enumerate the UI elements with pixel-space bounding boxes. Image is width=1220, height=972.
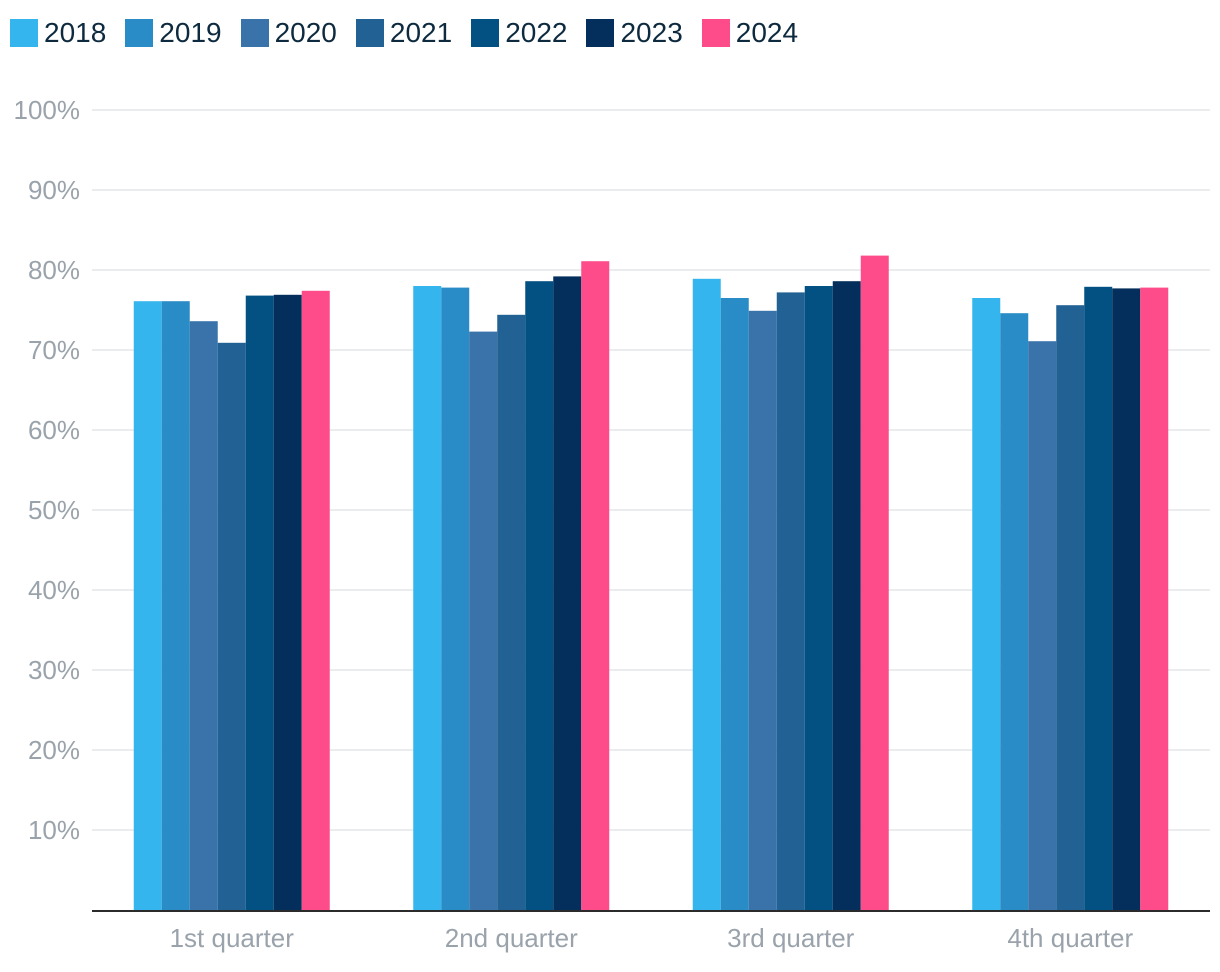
legend-item-2020[interactable]: 2020 <box>240 16 337 50</box>
y-tick-label: 50% <box>28 495 80 525</box>
legend-label: 2022 <box>505 17 568 48</box>
bar-2024-2[interactable] <box>581 261 610 910</box>
bar-2021-2[interactable] <box>497 314 526 910</box>
bar-2018-2[interactable] <box>413 286 442 910</box>
legend-item-2019[interactable]: 2019 <box>125 16 222 50</box>
bars <box>133 255 1169 911</box>
y-tick-label: 100% <box>14 95 81 125</box>
legend-item-2022[interactable]: 2022 <box>471 16 567 50</box>
legend-label: 2020 <box>274 17 337 48</box>
y-axis-ticks: 10% 20% 30% 40% 50% 60% 70% 80% 90% 100% <box>14 95 81 845</box>
bar-2021-1[interactable] <box>217 342 246 910</box>
bar-2019-2[interactable] <box>441 287 470 911</box>
legend-label: 2024 <box>735 17 799 48</box>
bar-2021-3[interactable] <box>776 292 805 910</box>
bar-2024-3[interactable] <box>860 255 889 911</box>
bar-2018-4[interactable] <box>972 298 1001 910</box>
y-tick-label: 40% <box>28 575 80 605</box>
bar-2022-3[interactable] <box>804 286 833 910</box>
bar-2019-4[interactable] <box>1000 313 1029 910</box>
legend-swatch <box>10 19 38 47</box>
bar-2024-4[interactable] <box>1140 287 1169 911</box>
y-tick-label: 70% <box>28 335 80 365</box>
bar-2020-3[interactable] <box>748 310 777 910</box>
bar-2023-4[interactable] <box>1112 288 1141 910</box>
bar-2019-3[interactable] <box>720 298 749 910</box>
x-tick-label: 1st quarter <box>170 923 295 953</box>
legend-swatch <box>471 19 500 47</box>
bar-2022-4[interactable] <box>1084 286 1113 910</box>
legend: 2018 2019 2020 2021 2022 2023 2024 <box>10 16 817 50</box>
bar-2018-3[interactable] <box>692 278 721 910</box>
y-tick-label: 30% <box>28 655 80 685</box>
legend-swatch <box>125 19 154 47</box>
bar-2024-1[interactable] <box>301 290 330 910</box>
legend-swatch <box>240 19 269 47</box>
legend-label: 2023 <box>620 17 683 48</box>
bar-2023-2[interactable] <box>553 276 582 910</box>
bar-2020-2[interactable] <box>469 331 498 911</box>
bar-2023-3[interactable] <box>832 281 861 910</box>
y-tick-label: 10% <box>28 815 80 845</box>
bar-2020-4[interactable] <box>1028 341 1057 910</box>
y-tick-label: 60% <box>28 415 80 445</box>
x-tick-label: 2nd quarter <box>445 923 578 953</box>
bar-2020-1[interactable] <box>189 321 218 910</box>
bar-2023-1[interactable] <box>273 294 302 910</box>
legend-swatch <box>701 19 730 47</box>
bar-2018-1[interactable] <box>133 301 162 910</box>
legend-item-2023[interactable]: 2023 <box>586 16 683 50</box>
bar-2022-1[interactable] <box>245 295 274 911</box>
bar-2019-1[interactable] <box>161 301 190 910</box>
bar-2021-4[interactable] <box>1056 305 1085 910</box>
legend-label: 2021 <box>389 17 453 48</box>
y-tick-label: 20% <box>28 735 80 765</box>
y-tick-label: 90% <box>28 175 80 205</box>
legend-swatch <box>355 19 384 47</box>
bar-2022-2[interactable] <box>525 281 554 910</box>
y-tick-label: 80% <box>28 255 80 285</box>
legend-item-2024[interactable]: 2024 <box>701 16 799 50</box>
x-tick-label: 3rd quarter <box>727 923 855 953</box>
legend-swatch <box>586 19 615 47</box>
legend-item-2021[interactable]: 2021 <box>355 16 453 50</box>
x-tick-label: 4th quarter <box>1007 923 1133 953</box>
legend-label: 2019 <box>159 17 222 48</box>
x-axis-ticks: 1st quarter 2nd quarter 3rd quarter 4th qua… <box>170 923 1134 953</box>
legend-item-2018[interactable]: 2018 <box>10 16 106 50</box>
legend-label: 2018 <box>44 17 107 48</box>
